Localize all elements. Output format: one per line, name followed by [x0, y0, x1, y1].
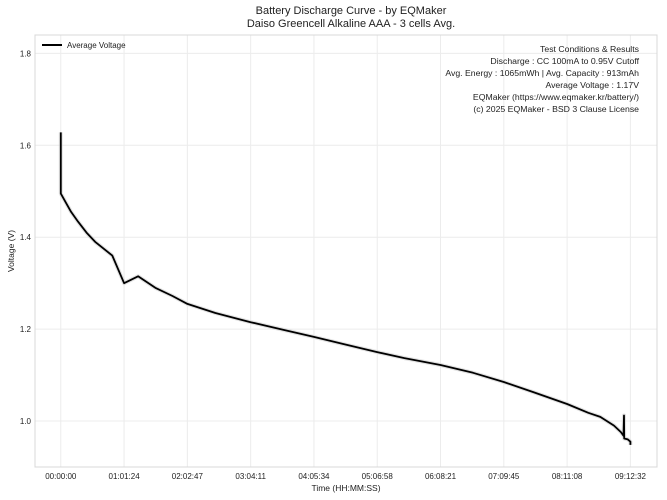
annotation-line: Average Voltage : 1.17V	[545, 80, 639, 90]
y-tick-label: 1.2	[20, 325, 32, 334]
x-tick-label: 09:12:32	[615, 472, 647, 481]
grid	[35, 35, 657, 467]
y-tick-label: 1.4	[20, 233, 32, 242]
x-axis-label: Time (HH:MM:SS)	[311, 483, 380, 493]
legend: Average Voltage	[42, 41, 126, 50]
series-lines	[58, 132, 633, 445]
annotation-line: Avg. Energy : 1065mWh | Avg. Capacity : …	[445, 68, 639, 78]
chart-title: Battery Discharge Curve - by EQMaker	[256, 5, 447, 17]
annotation-line: (c) 2025 EQMaker - BSD 3 Clause License	[473, 104, 639, 114]
x-tick-label: 04:05:34	[298, 472, 330, 481]
average-voltage-line	[59, 132, 632, 445]
x-tick-label: 02:02:47	[172, 472, 204, 481]
x-tick-label: 05:06:58	[362, 472, 394, 481]
chart-subtitle: Daiso Greencell Alkaline AAA - 3 cells A…	[247, 18, 455, 30]
y-axis: 1.0 1.2 1.4 1.6 1.8	[20, 49, 32, 426]
x-tick-label: 07:09:45	[488, 472, 520, 481]
legend-label: Average Voltage	[67, 41, 126, 50]
x-tick-label: 00:00:00	[45, 472, 77, 481]
x-tick-label: 03:04:11	[235, 472, 266, 481]
annotation-line: Test Conditions & Results	[540, 44, 640, 54]
y-tick-label: 1.0	[20, 417, 32, 426]
annotation-line: Discharge : CC 100mA to 0.95V Cutoff	[490, 56, 639, 66]
y-axis-label: Voltage (V)	[6, 230, 16, 272]
annotation-line: EQMaker (https://www.eqmaker.kr/battery/…	[473, 92, 639, 102]
y-tick-label: 1.8	[20, 49, 32, 58]
cell-variation-band	[58, 132, 633, 445]
x-axis: 00:00:00 01:01:24 02:02:47 03:04:11 04:05:34…	[45, 472, 646, 481]
x-tick-label: 08:11:08	[552, 472, 583, 481]
plot-frame	[34, 34, 658, 468]
annotation-box: Test Conditions & Results Discharge : CC…	[445, 44, 639, 114]
y-tick-label: 1.6	[20, 141, 32, 150]
x-tick-label: 01:01:24	[109, 472, 141, 481]
x-tick-label: 06:08:21	[425, 472, 457, 481]
